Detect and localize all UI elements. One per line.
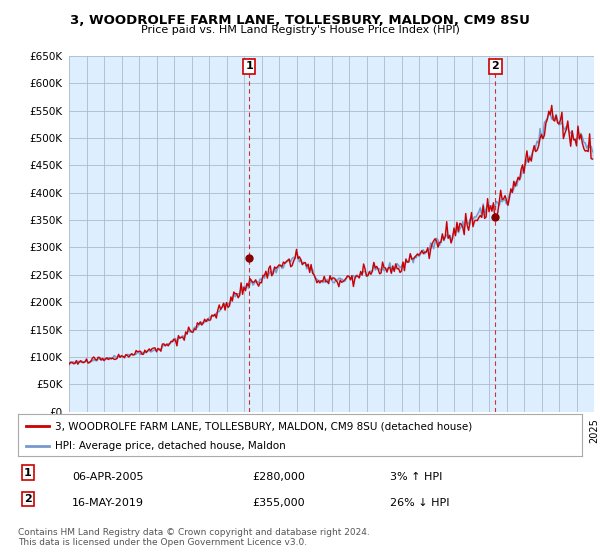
Text: Contains HM Land Registry data © Crown copyright and database right 2024.
This d: Contains HM Land Registry data © Crown c… [18, 528, 370, 547]
Text: HPI: Average price, detached house, Maldon: HPI: Average price, detached house, Mald… [55, 441, 286, 451]
Text: 1: 1 [24, 468, 32, 478]
Text: £280,000: £280,000 [252, 472, 305, 482]
Text: 16-MAY-2019: 16-MAY-2019 [72, 498, 144, 508]
Text: 3, WOODROLFE FARM LANE, TOLLESBURY, MALDON, CM9 8SU (detached house): 3, WOODROLFE FARM LANE, TOLLESBURY, MALD… [55, 421, 472, 431]
Text: 26% ↓ HPI: 26% ↓ HPI [390, 498, 449, 508]
Text: 06-APR-2005: 06-APR-2005 [72, 472, 143, 482]
Text: 2: 2 [24, 494, 32, 504]
Text: 3% ↑ HPI: 3% ↑ HPI [390, 472, 442, 482]
Text: 3, WOODROLFE FARM LANE, TOLLESBURY, MALDON, CM9 8SU: 3, WOODROLFE FARM LANE, TOLLESBURY, MALD… [70, 14, 530, 27]
Text: 1: 1 [245, 62, 253, 71]
Text: £355,000: £355,000 [252, 498, 305, 508]
Text: 2: 2 [491, 62, 499, 71]
Text: Price paid vs. HM Land Registry's House Price Index (HPI): Price paid vs. HM Land Registry's House … [140, 25, 460, 35]
